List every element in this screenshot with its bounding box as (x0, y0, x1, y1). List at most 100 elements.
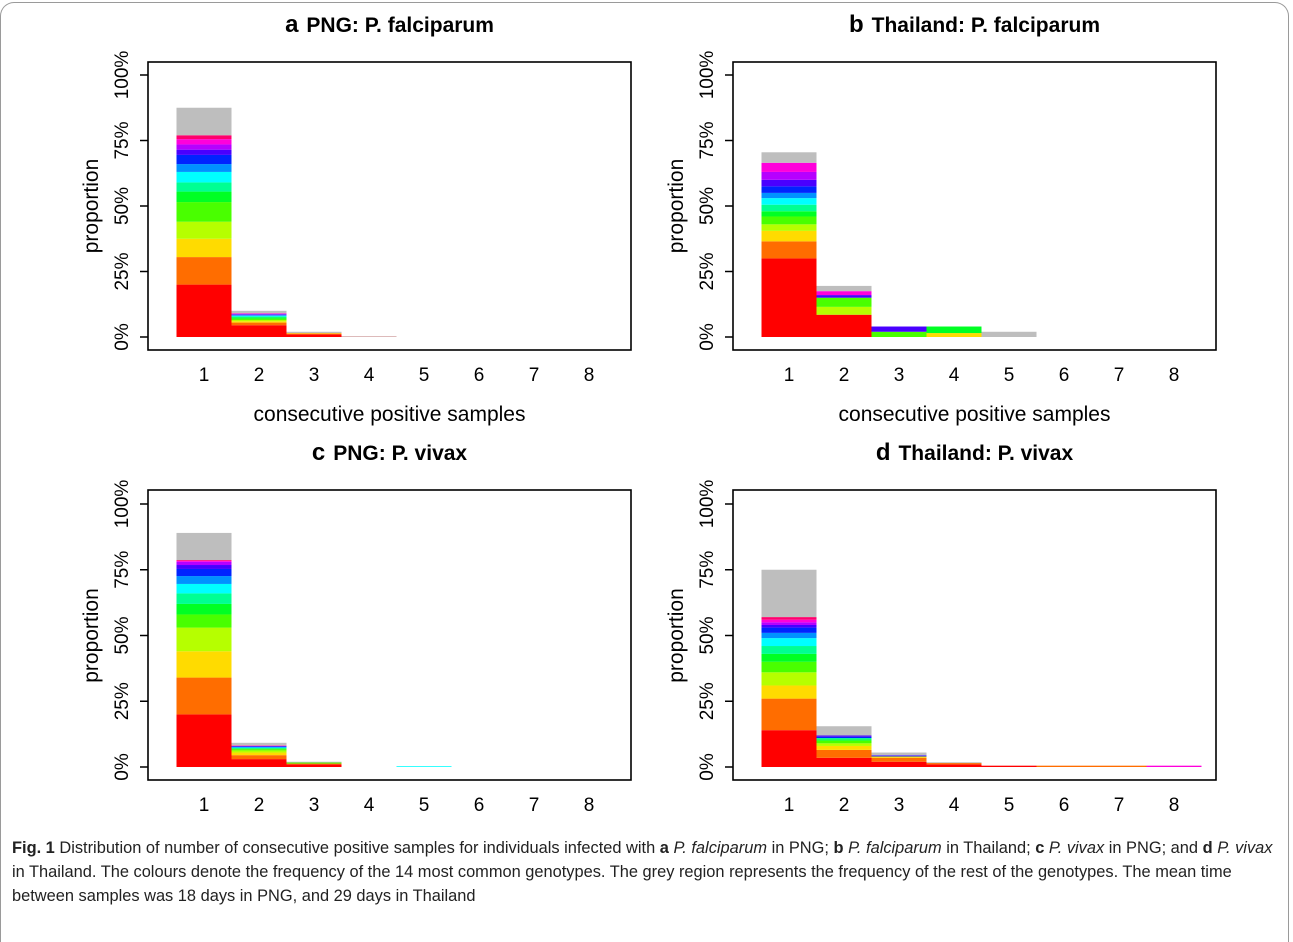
y-tick-label: 75% (697, 551, 718, 589)
caption-run: in Thailand; (946, 839, 1031, 857)
bar-segment (761, 162, 817, 172)
bar-segment (761, 646, 817, 654)
bar-segment (176, 560, 232, 561)
bar-segment (761, 627, 817, 633)
caption-run: c (1035, 839, 1045, 857)
bar-segment (816, 295, 872, 298)
bar-segment (176, 576, 232, 584)
bar-segment (816, 738, 872, 740)
bar-segment (231, 747, 287, 748)
panel-letter: d (876, 439, 891, 466)
bar-segment (396, 766, 452, 767)
caption-run: in Thailand. The colours denote the freq… (12, 863, 1232, 905)
y-tick-label: 75% (697, 121, 718, 159)
x-tick-label: 1 (784, 795, 795, 816)
x-tick-label: 2 (254, 795, 265, 816)
x-tick-label: 3 (894, 365, 905, 386)
y-tick-label: 100% (697, 51, 718, 100)
bar-segment (816, 757, 872, 767)
x-tick-label: 2 (839, 795, 850, 816)
bar-segment (871, 755, 927, 757)
bar-segment (981, 331, 1037, 337)
x-tick-label: 3 (894, 795, 905, 816)
caption-label: Fig. 1 (12, 839, 55, 857)
bar-segment (231, 749, 287, 751)
bar-segment (761, 619, 817, 623)
bar-segment (761, 198, 817, 205)
bar-segment (761, 171, 817, 180)
y-tick-label: 100% (112, 480, 133, 529)
bar-segment (816, 297, 872, 307)
bar-segment (231, 315, 287, 317)
bar-segment (871, 756, 927, 758)
y-tick-label: 50% (112, 616, 133, 654)
bar-segment (231, 315, 287, 316)
plot-frame (147, 489, 632, 781)
bar-segment (816, 291, 872, 296)
bar-segment (761, 672, 817, 686)
bar-segment (176, 561, 232, 566)
bar-segment (816, 306, 872, 315)
y-tick-label: 50% (112, 187, 133, 225)
chart-title: c PNG: P. vivax (312, 439, 468, 466)
bar-segment (871, 757, 927, 762)
x-tick-label: 1 (784, 365, 795, 386)
y-axis-label: proportion (665, 588, 688, 683)
x-tick-label: 7 (529, 365, 540, 386)
bar-segment (176, 107, 232, 136)
bar-segment (761, 685, 817, 699)
bar-segment (231, 319, 287, 322)
bar-segment (176, 284, 232, 337)
y-tick-label: 100% (112, 51, 133, 100)
x-tick-label: 6 (1059, 365, 1070, 386)
bar-segment (761, 617, 817, 620)
bar-segment (286, 333, 342, 335)
bar-segment (176, 560, 232, 562)
y-tick-label: 0% (112, 323, 133, 351)
x-tick-label: 4 (364, 365, 375, 386)
bar-segment (816, 740, 872, 744)
bar-segment (761, 653, 817, 662)
caption-run: P. falciparum (848, 839, 942, 857)
y-tick-label: 50% (697, 616, 718, 654)
bar-segment (926, 763, 982, 765)
bar-segment (1091, 765, 1147, 767)
bar-segment (176, 532, 232, 561)
bar-segment (871, 331, 927, 337)
bar-segment (176, 164, 232, 172)
bar-segment (176, 614, 232, 628)
bar-segment (286, 331, 342, 334)
bar-segment (761, 638, 817, 647)
bar-segment (176, 149, 232, 155)
bar-segment (231, 314, 287, 315)
bar-segment (816, 749, 872, 758)
y-tick-label: 50% (697, 187, 718, 225)
bar-segment (286, 333, 342, 334)
bar-segment (231, 325, 287, 337)
bar-segment (176, 144, 232, 150)
x-tick-label: 2 (839, 365, 850, 386)
x-tick-label: 5 (419, 365, 430, 386)
bar-segment (176, 603, 232, 615)
bar-segment (761, 622, 817, 625)
title-text: Thailand: P. falciparum (872, 14, 1100, 37)
bar-segment (871, 752, 927, 756)
bar-segment (761, 569, 817, 618)
bar-segment (231, 314, 287, 316)
title-text: PNG: P. vivax (333, 442, 467, 465)
bar-segment (231, 317, 287, 319)
panel-letter: a (285, 11, 299, 38)
plot-frame (732, 489, 1217, 781)
caption-run: P. falciparum (673, 839, 767, 857)
bar-segment (761, 730, 817, 767)
x-tick-label: 8 (584, 795, 595, 816)
bar-segment (176, 714, 232, 767)
bar-segment (176, 135, 232, 140)
bar-segment (231, 322, 287, 326)
bar-segment (231, 759, 287, 767)
x-tick-label: 1 (199, 365, 210, 386)
bar-segment (231, 752, 287, 756)
bar-segment (761, 258, 817, 337)
plot-frame (147, 61, 632, 351)
bar-segment (176, 139, 232, 145)
